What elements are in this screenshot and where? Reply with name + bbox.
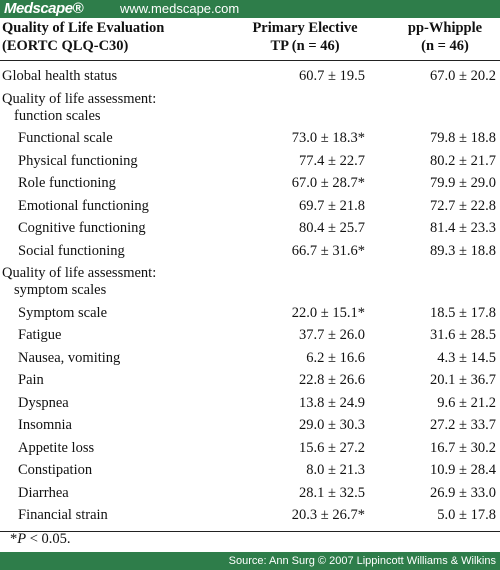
row-label: Nausea, vomiting [18, 349, 121, 366]
cell-value: 15.6 ± 27.2 [299, 439, 365, 456]
column-header: (n = 46) [421, 38, 469, 54]
row-label: Financial strain [18, 507, 108, 523]
cell-value: 20.3 ± 26.7* [291, 507, 365, 523]
column-header: pp-Whipple [407, 20, 483, 36]
cell-value: 79.9 ± 29.0 [430, 175, 496, 191]
row-label: Fatigue [18, 327, 62, 343]
cell-value: 9.6 ± 21.2 [437, 394, 496, 411]
cell-value: 31.6 ± 28.5 [430, 327, 496, 343]
row-label: Emotional functioning [18, 197, 149, 214]
footnote-text: < 0.05. [26, 531, 71, 547]
row-label: Constipation [18, 462, 93, 478]
cell-value: 29.0 ± 30.3 [299, 417, 365, 433]
cell-value: 27.2 ± 33.7 [430, 417, 496, 433]
cell-value: 79.8 ± 18.8 [430, 130, 496, 146]
row-label: Quality of life assessment: [2, 265, 157, 281]
cell-value: 22.0 ± 15.1* [291, 304, 365, 321]
header-rule [0, 60, 500, 61]
cell-value: 18.5 ± 17.8 [430, 304, 496, 321]
column-header: Quality of Life Evaluation [2, 20, 165, 36]
cell-value: 66.7 ± 31.6* [291, 242, 365, 259]
row-label: Quality of life assessment: [2, 90, 157, 107]
column-header: TP (n = 46) [270, 38, 340, 54]
footnote-variable: P [17, 531, 27, 547]
cell-value: 72.7 ± 22.8 [430, 197, 496, 214]
cell-value: 13.8 ± 24.9 [299, 394, 365, 411]
top-bar: Medscape® www.medscape.com [0, 0, 500, 18]
cell-value: 89.3 ± 18.8 [430, 242, 496, 259]
logo[interactable]: Medscape® [4, 0, 84, 17]
row-label: Pain [18, 372, 44, 388]
row-label: Insomnia [18, 417, 72, 433]
cell-value: 80.2 ± 21.7 [430, 152, 496, 169]
cell-value: 20.1 ± 36.7 [430, 372, 496, 388]
cell-value: 5.0 ± 17.8 [437, 507, 496, 523]
source: Source: Ann Surg © 2007 Lippincott Willi… [228, 555, 496, 567]
cell-value: 6.2 ± 16.6 [306, 349, 365, 366]
url[interactable]: www.medscape.com [120, 1, 240, 16]
cell-value: 22.8 ± 26.6 [299, 372, 365, 388]
cell-value: 69.7 ± 21.8 [299, 197, 365, 214]
row-label: Social functioning [18, 242, 125, 259]
row-label: Appetite loss [18, 439, 95, 456]
cell-value: 16.7 ± 30.2 [430, 439, 496, 456]
footnote-mark: * [10, 531, 18, 547]
cell-value: 37.7 ± 26.0 [299, 327, 365, 343]
cell-value: 4.3 ± 14.5 [437, 349, 496, 366]
cell-value: 8.0 ± 21.3 [306, 462, 365, 478]
cell-value: 77.4 ± 22.7 [299, 152, 365, 169]
cell-value: 67.0 ± 28.7* [291, 175, 365, 191]
row-label: symptom scales [14, 282, 107, 298]
row-label: Physical functioning [18, 152, 138, 169]
row-label: Diarrhea [18, 484, 69, 501]
row-label: Functional scale [18, 130, 113, 146]
bottom-rule [0, 531, 500, 532]
cell-value: 28.1 ± 32.5 [299, 484, 365, 501]
row-label: Global health status [2, 68, 118, 84]
column-header: Primary Elective [252, 20, 358, 36]
cell-value: 67.0 ± 20.2 [430, 68, 496, 84]
cell-value: 81.4 ± 23.3 [430, 220, 496, 236]
footnote: *P < 0.05. [10, 530, 71, 548]
row-label: Role functioning [18, 175, 116, 191]
cell-value: 60.7 ± 19.5 [299, 68, 365, 84]
bottom-bar: Source: Ann Surg © 2007 Lippincott Willi… [0, 552, 500, 570]
cell-value: 10.9 ± 28.4 [430, 462, 496, 478]
column-header: (EORTC QLQ-C30) [2, 38, 129, 54]
row-label: function scales [14, 107, 101, 124]
cell-value: 73.0 ± 18.3* [291, 130, 365, 146]
row-label: Dyspnea [18, 394, 69, 411]
row-label: Symptom scale [18, 304, 108, 321]
cell-value: 80.4 ± 25.7 [299, 220, 365, 236]
cell-value: 26.9 ± 33.0 [430, 484, 496, 501]
row-label: Cognitive functioning [18, 220, 146, 236]
